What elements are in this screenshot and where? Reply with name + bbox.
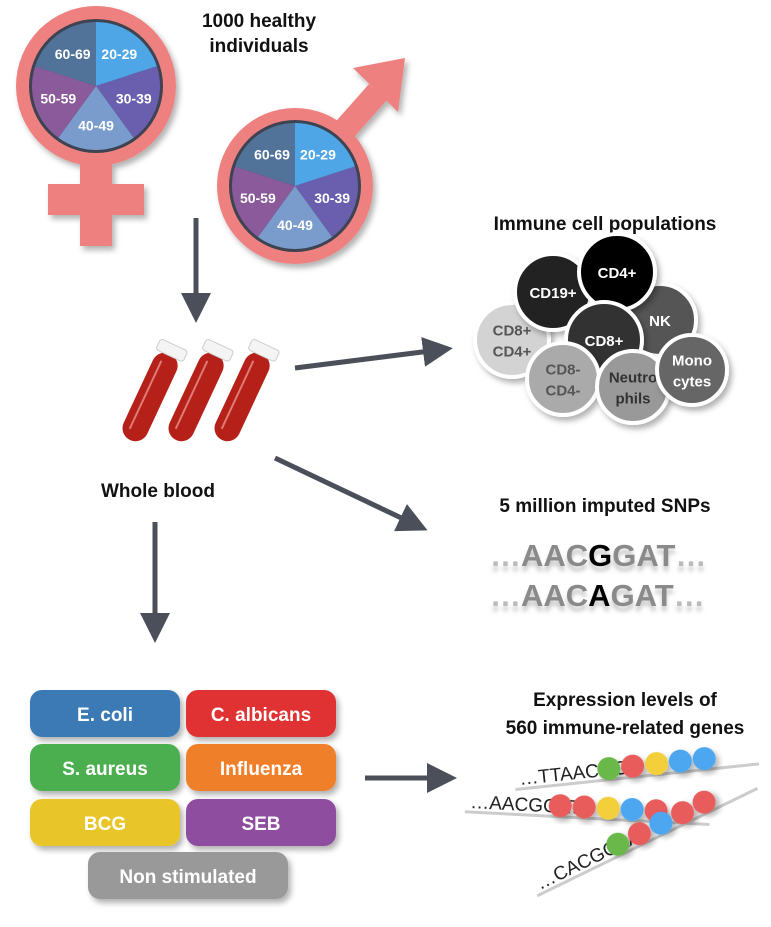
snp-allele-a: A (588, 578, 610, 613)
male-label-20-29: 20-29 (300, 146, 336, 162)
male-label-50-59: 50-59 (240, 190, 276, 206)
stimulus-non-stimulated: Non stimulated (88, 852, 288, 899)
stimulus-label: SEB (241, 814, 280, 835)
female-slice-60-69 (35, 22, 96, 86)
gene-strand: …CACGCAA (533, 787, 759, 898)
cell-label: CD4+ (598, 265, 637, 282)
whole-blood-label: Whole blood (101, 481, 215, 502)
cohort-title-line2: individuals (209, 36, 308, 57)
expression-bead (649, 811, 673, 835)
male-slice-50-59 (232, 166, 295, 237)
immune-cell-cluster: CD8+ CD4+ CD19+ NK CD4+ CD8+ CD8- CD4- Neutro phi… (473, 232, 729, 425)
expression-bead (645, 752, 669, 776)
cell-label: CD4+ (493, 344, 532, 361)
expression-title-line2: 560 immune-related genes (506, 718, 745, 739)
snp-sequences: …AACGGAT… …AACAGAT… (490, 538, 706, 613)
expression-bead (692, 790, 716, 814)
stimulus-label: Influenza (220, 759, 303, 780)
stimulus-label: E. coli (77, 705, 133, 726)
expression-bead (627, 822, 651, 846)
male-label-40-49: 40-49 (277, 217, 313, 233)
expression-bead (621, 754, 645, 778)
female-label-50-59: 50-59 (40, 90, 76, 106)
stimulus-seb: SEB (186, 799, 336, 846)
stimulus-c-albicans: C. albicans (186, 690, 336, 737)
cell-label: CD8+ (493, 323, 532, 340)
cell-monocytes: Mono cytes (655, 333, 729, 407)
immune-cells-title: Immune cell populations (494, 214, 717, 235)
female-label-20-29: 20-29 (101, 46, 137, 62)
arrow-blood-to-cells (294, 336, 453, 371)
cell-label: Neutro (609, 370, 657, 387)
snp-sequence-reference: …AACGGAT… (490, 538, 706, 573)
cell-neutrophils: Neutro phils (595, 349, 671, 425)
cell-label: cytes (673, 374, 711, 391)
expression-bead (597, 757, 621, 781)
female-slice-20-29 (96, 22, 157, 86)
expression-bead (668, 749, 692, 773)
male-slice-40-49 (257, 186, 333, 249)
snp-sequence-alternate: …AACAGAT… (490, 578, 705, 613)
gene-expression-strands: …TTAACGG…AACGGAT…CACGCAA (464, 747, 760, 898)
stimulus-label: Non stimulated (119, 867, 256, 888)
stimulus-label: BCG (84, 814, 126, 835)
gene-sequence: …CACGCAA (533, 826, 644, 895)
male-slice-20-29 (295, 123, 355, 186)
expression-bead (620, 797, 644, 821)
male-label-60-69: 60-69 (254, 146, 290, 162)
stimulus-label: C. albicans (211, 705, 311, 726)
cell-label: CD4- (545, 383, 580, 400)
stimulation-conditions: E. coli C. albicans S. aureus Influenza BCG S… (30, 690, 336, 899)
cell-label: Mono (672, 353, 712, 370)
stimulus-s-aureus: S. aureus (30, 744, 180, 791)
cell-label: CD8+ (585, 333, 624, 350)
cell-cd4: CD4+ (577, 232, 657, 312)
expression-bead (692, 747, 716, 771)
female-slice-50-59 (32, 66, 96, 138)
cohort-title-line1: 1000 healthy (202, 11, 316, 32)
blood-tubes-icon (122, 338, 280, 442)
gene-strand: …TTAACGG (515, 747, 760, 791)
male-slice-30-39 (295, 166, 358, 237)
expression-bead (572, 795, 596, 819)
cell-cd8-cd4-double-neg: CD8- CD4- (525, 341, 601, 417)
snp-allele-g: G (588, 538, 612, 573)
expression-bead (606, 832, 630, 856)
female-slice-30-39 (96, 66, 161, 138)
snps-title: 5 million imputed SNPs (499, 496, 710, 517)
stimulus-label: S. aureus (62, 759, 148, 780)
female-slice-40-49 (58, 86, 134, 150)
male-label-30-39: 30-39 (314, 190, 350, 206)
expression-bead (548, 794, 572, 818)
expression-title-line1: Expression levels of (533, 690, 717, 711)
arrow-blood-to-snps (273, 455, 428, 532)
female-label-40-49: 40-49 (78, 118, 114, 134)
cell-label: CD19+ (529, 285, 576, 302)
cell-label: NK (649, 313, 671, 330)
expression-bead (671, 801, 695, 825)
cell-label: CD8- (545, 362, 580, 379)
stimulus-influenza: Influenza (186, 744, 336, 791)
female-label-60-69: 60-69 (55, 46, 91, 62)
male-slice-60-69 (235, 123, 295, 186)
expression-bead (596, 796, 620, 820)
cell-label: phils (615, 391, 650, 408)
stimulus-e-coli: E. coli (30, 690, 180, 737)
stimulus-bcg: BCG (30, 799, 180, 846)
female-label-30-39: 30-39 (116, 90, 152, 106)
